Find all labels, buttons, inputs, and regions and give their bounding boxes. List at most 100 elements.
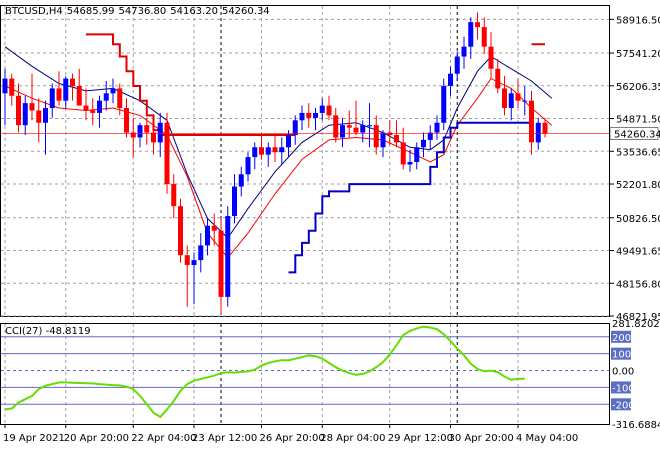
cci-level-badge [611, 330, 631, 343]
header-open: 54685.99 [67, 6, 115, 17]
candle-body [211, 225, 217, 231]
candle-body [137, 125, 143, 138]
candle-body [508, 93, 514, 109]
candle-body [16, 95, 21, 126]
candle-body [272, 147, 278, 153]
price-tick-label: 57541.20 [616, 49, 660, 60]
time-tick-label: 26 Apr 20:00 [260, 433, 325, 444]
candle-body [292, 120, 298, 136]
price-tick-label: 54871.50 [616, 115, 660, 126]
candle-body [252, 147, 258, 158]
price-tick-label: 53536.65 [616, 147, 660, 158]
time-tick-label: 19 Apr 2021 [3, 433, 65, 444]
candle-body [421, 139, 426, 148]
candle-body [515, 93, 521, 101]
candle-body [475, 22, 480, 28]
candle-body [394, 135, 399, 143]
header-close: 54260.34 [222, 6, 270, 17]
candle-body [259, 147, 264, 155]
candle-body [130, 132, 136, 138]
candle-body [124, 108, 129, 133]
candle-body [56, 88, 62, 101]
candle-body [313, 112, 318, 118]
cci-indicator-label: CCI(27) -48.8119 [5, 326, 91, 337]
candle-body [488, 46, 494, 69]
cci-axis-label: -200 [612, 400, 635, 411]
candle-body [29, 103, 35, 111]
candle-body [400, 142, 406, 165]
cci-level-badge [611, 347, 631, 360]
candle-body [238, 174, 244, 187]
candle-body [286, 135, 291, 148]
candle-body [468, 22, 474, 47]
moving-average-slow [4, 77, 553, 259]
candle-body [367, 125, 372, 127]
candle-body [232, 186, 237, 216]
candle-body [535, 122, 541, 143]
candle-body [63, 78, 69, 101]
candle-body [427, 132, 433, 140]
price-tick-label: 56206.35 [616, 82, 660, 93]
candle-body [225, 215, 231, 297]
candle-body [171, 184, 177, 207]
header-high: 54736.80 [119, 6, 167, 17]
candle-body [306, 112, 312, 118]
candle-body [110, 88, 116, 94]
cci-pane: 281.8202 200 100 0.00 -100 -200 -316.6884 [0, 319, 660, 431]
time-tick-label: 28 Apr 04:00 [320, 433, 385, 444]
candle-body [454, 56, 460, 74]
candle-body [2, 78, 8, 94]
candle-body [279, 147, 285, 153]
price-pane: 58916.50 57541.20 56206.35 54871.50 53536.65… [0, 5, 660, 323]
candle-body [481, 27, 487, 47]
cci-axis-label: 100 [612, 350, 631, 361]
candle-body [49, 88, 55, 109]
price-tick-label: 48156.80 [616, 279, 660, 290]
candle-body [265, 147, 271, 155]
cci-axis-label: -100 [612, 383, 635, 394]
cci-axis-label: 281.8202 [612, 319, 660, 330]
cci-axis-label: 200 [612, 333, 631, 344]
time-tick-label: 4 May 04:00 [516, 433, 578, 444]
candle-body [380, 132, 386, 148]
price-tick-label: 49491.65 [616, 247, 660, 258]
current-price-label: 54260.34 [614, 130, 660, 141]
candle-body [434, 122, 440, 133]
candle-body [522, 100, 528, 102]
header-symbol: BTCUSD,H4 [5, 6, 63, 17]
header-low: 54163.20 [170, 6, 218, 17]
candle-body [360, 125, 366, 133]
candle-body [184, 255, 190, 266]
cci-level-badge [611, 398, 631, 411]
candle-body [90, 110, 96, 113]
candle-body [245, 157, 251, 175]
cci-level-badge [611, 381, 631, 394]
candle-body [414, 147, 420, 162]
time-tick-label: 30 Apr 20:00 [449, 433, 514, 444]
cci-pane-frame [0, 323, 610, 425]
candle-body [333, 115, 339, 138]
candle-body [340, 125, 345, 138]
trailing-stop-blue [288, 121, 532, 274]
candle-body [36, 110, 42, 123]
candle-body [502, 88, 507, 109]
price-pane-frame [0, 5, 610, 317]
price-tick-label: 46821.95 [616, 312, 660, 323]
candle-body [117, 88, 123, 109]
candle-body [43, 108, 48, 123]
candle-body [151, 132, 156, 143]
cci-axis-label: 0.00 [612, 367, 634, 378]
candle-body [448, 73, 453, 86]
trailing-stop-red [86, 33, 545, 136]
candle-body [373, 125, 379, 148]
candle-body [299, 112, 305, 121]
current-price-box [609, 127, 659, 140]
candle-body [461, 46, 467, 57]
overlays: BTCUSD,H4 54685.99 54736.80 54163.20 542… [5, 6, 270, 337]
cci-line [4, 325, 525, 419]
candle-body [22, 103, 28, 126]
candle-body [9, 78, 15, 96]
price-tick-label: 58916.50 [616, 15, 660, 26]
